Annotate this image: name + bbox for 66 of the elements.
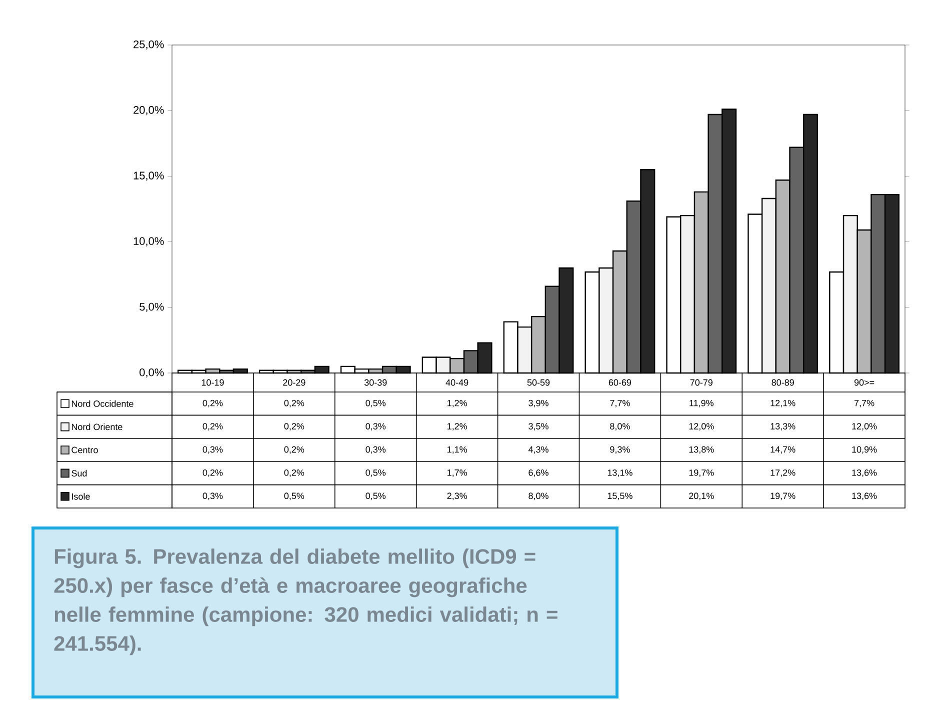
data-label: 13,6% <box>852 492 877 500</box>
legend-label: Isole <box>72 493 90 500</box>
x-tick-label: 10-19 <box>202 379 224 386</box>
data-label: 19,7% <box>689 469 714 477</box>
data-label: 0,3% <box>202 492 223 500</box>
data-label: 0,3% <box>202 446 223 454</box>
data-label: 0,3% <box>366 423 386 431</box>
data-label: 14,7% <box>770 446 796 454</box>
data-label: 4,3% <box>528 446 548 454</box>
x-tick-label: 40-49 <box>446 379 468 386</box>
data-label: 7,7% <box>854 400 874 408</box>
data-label: 12,0% <box>689 423 714 431</box>
data-label: 8,0% <box>610 423 630 431</box>
legend-label: Nord Occidente <box>72 400 134 407</box>
data-label: 2,3% <box>447 492 467 500</box>
data-label: 10,9% <box>852 446 877 454</box>
data-label: 0,5% <box>284 492 304 500</box>
data-label: 13,1% <box>608 469 632 477</box>
data-label: 19,7% <box>770 492 796 500</box>
data-label: 15,5% <box>608 492 632 500</box>
x-tick-label: 80-89 <box>772 379 794 386</box>
y-tick-label: 0,0% <box>140 368 164 378</box>
data-label: 6,6% <box>528 469 548 477</box>
data-label: 0,2% <box>202 423 223 431</box>
text: Figura 5. Prevalenza del diabete mellito (ICD9 = 250.x) per fasce d’età e macroaree geografiche nelle femmine (campione: 320 medici validati; n = 241.554). <box>54 548 558 656</box>
data-label: 1,7% <box>447 470 467 477</box>
data-label: 9,3% <box>610 446 630 454</box>
data-label: 13,6% <box>852 469 877 477</box>
data-label: 1,2% <box>447 400 467 408</box>
data-label: 13,3% <box>770 423 796 431</box>
x-tick-label: 20-29 <box>283 379 306 386</box>
y-tick-label: 15,0% <box>134 172 164 181</box>
data-label: 1,2% <box>447 423 467 431</box>
data-label: 1,1% <box>447 446 467 454</box>
y-tick-label: 25,0% <box>134 40 164 50</box>
data-label: 0,5% <box>366 492 386 500</box>
legend-label: Sud <box>72 470 87 477</box>
data-label: 0,2% <box>202 400 223 408</box>
x-tick-label: 30-39 <box>364 379 387 386</box>
legend-label: Centro <box>72 446 98 454</box>
data-label: 20,1% <box>689 492 714 500</box>
data-label: 0,2% <box>284 446 304 454</box>
x-tick-label: 90>= <box>854 379 874 386</box>
y-tick-label: 5,0% <box>140 302 164 312</box>
x-tick-label: 50-59 <box>527 379 550 386</box>
data-label: 3,5% <box>528 423 548 431</box>
data-label: 12,1% <box>770 400 796 408</box>
data-label: 0,5% <box>366 469 386 477</box>
data-label: 3,9% <box>528 400 548 408</box>
data-label: 0,3% <box>366 446 386 454</box>
data-label: 0,2% <box>284 469 304 477</box>
y-tick-label: 10,0% <box>134 237 164 246</box>
data-label: 7,7% <box>610 400 630 408</box>
data-label: 0,2% <box>284 423 304 431</box>
legend-label: Nord Oriente <box>72 423 122 430</box>
data-label: 17,2% <box>770 469 796 477</box>
x-tick-label: 60-69 <box>608 379 632 386</box>
data-label: 11,9% <box>690 400 714 408</box>
data-label: 0,5% <box>366 400 386 408</box>
x-tick-label: 70-79 <box>690 379 712 386</box>
data-label: 13,8% <box>689 446 714 454</box>
data-label: 12,0% <box>852 423 877 431</box>
data-label: 0,2% <box>202 469 223 477</box>
data-label: 8,0% <box>528 492 548 500</box>
y-tick-label: 20,0% <box>134 106 164 116</box>
data-label: 0,2% <box>284 400 304 408</box>
